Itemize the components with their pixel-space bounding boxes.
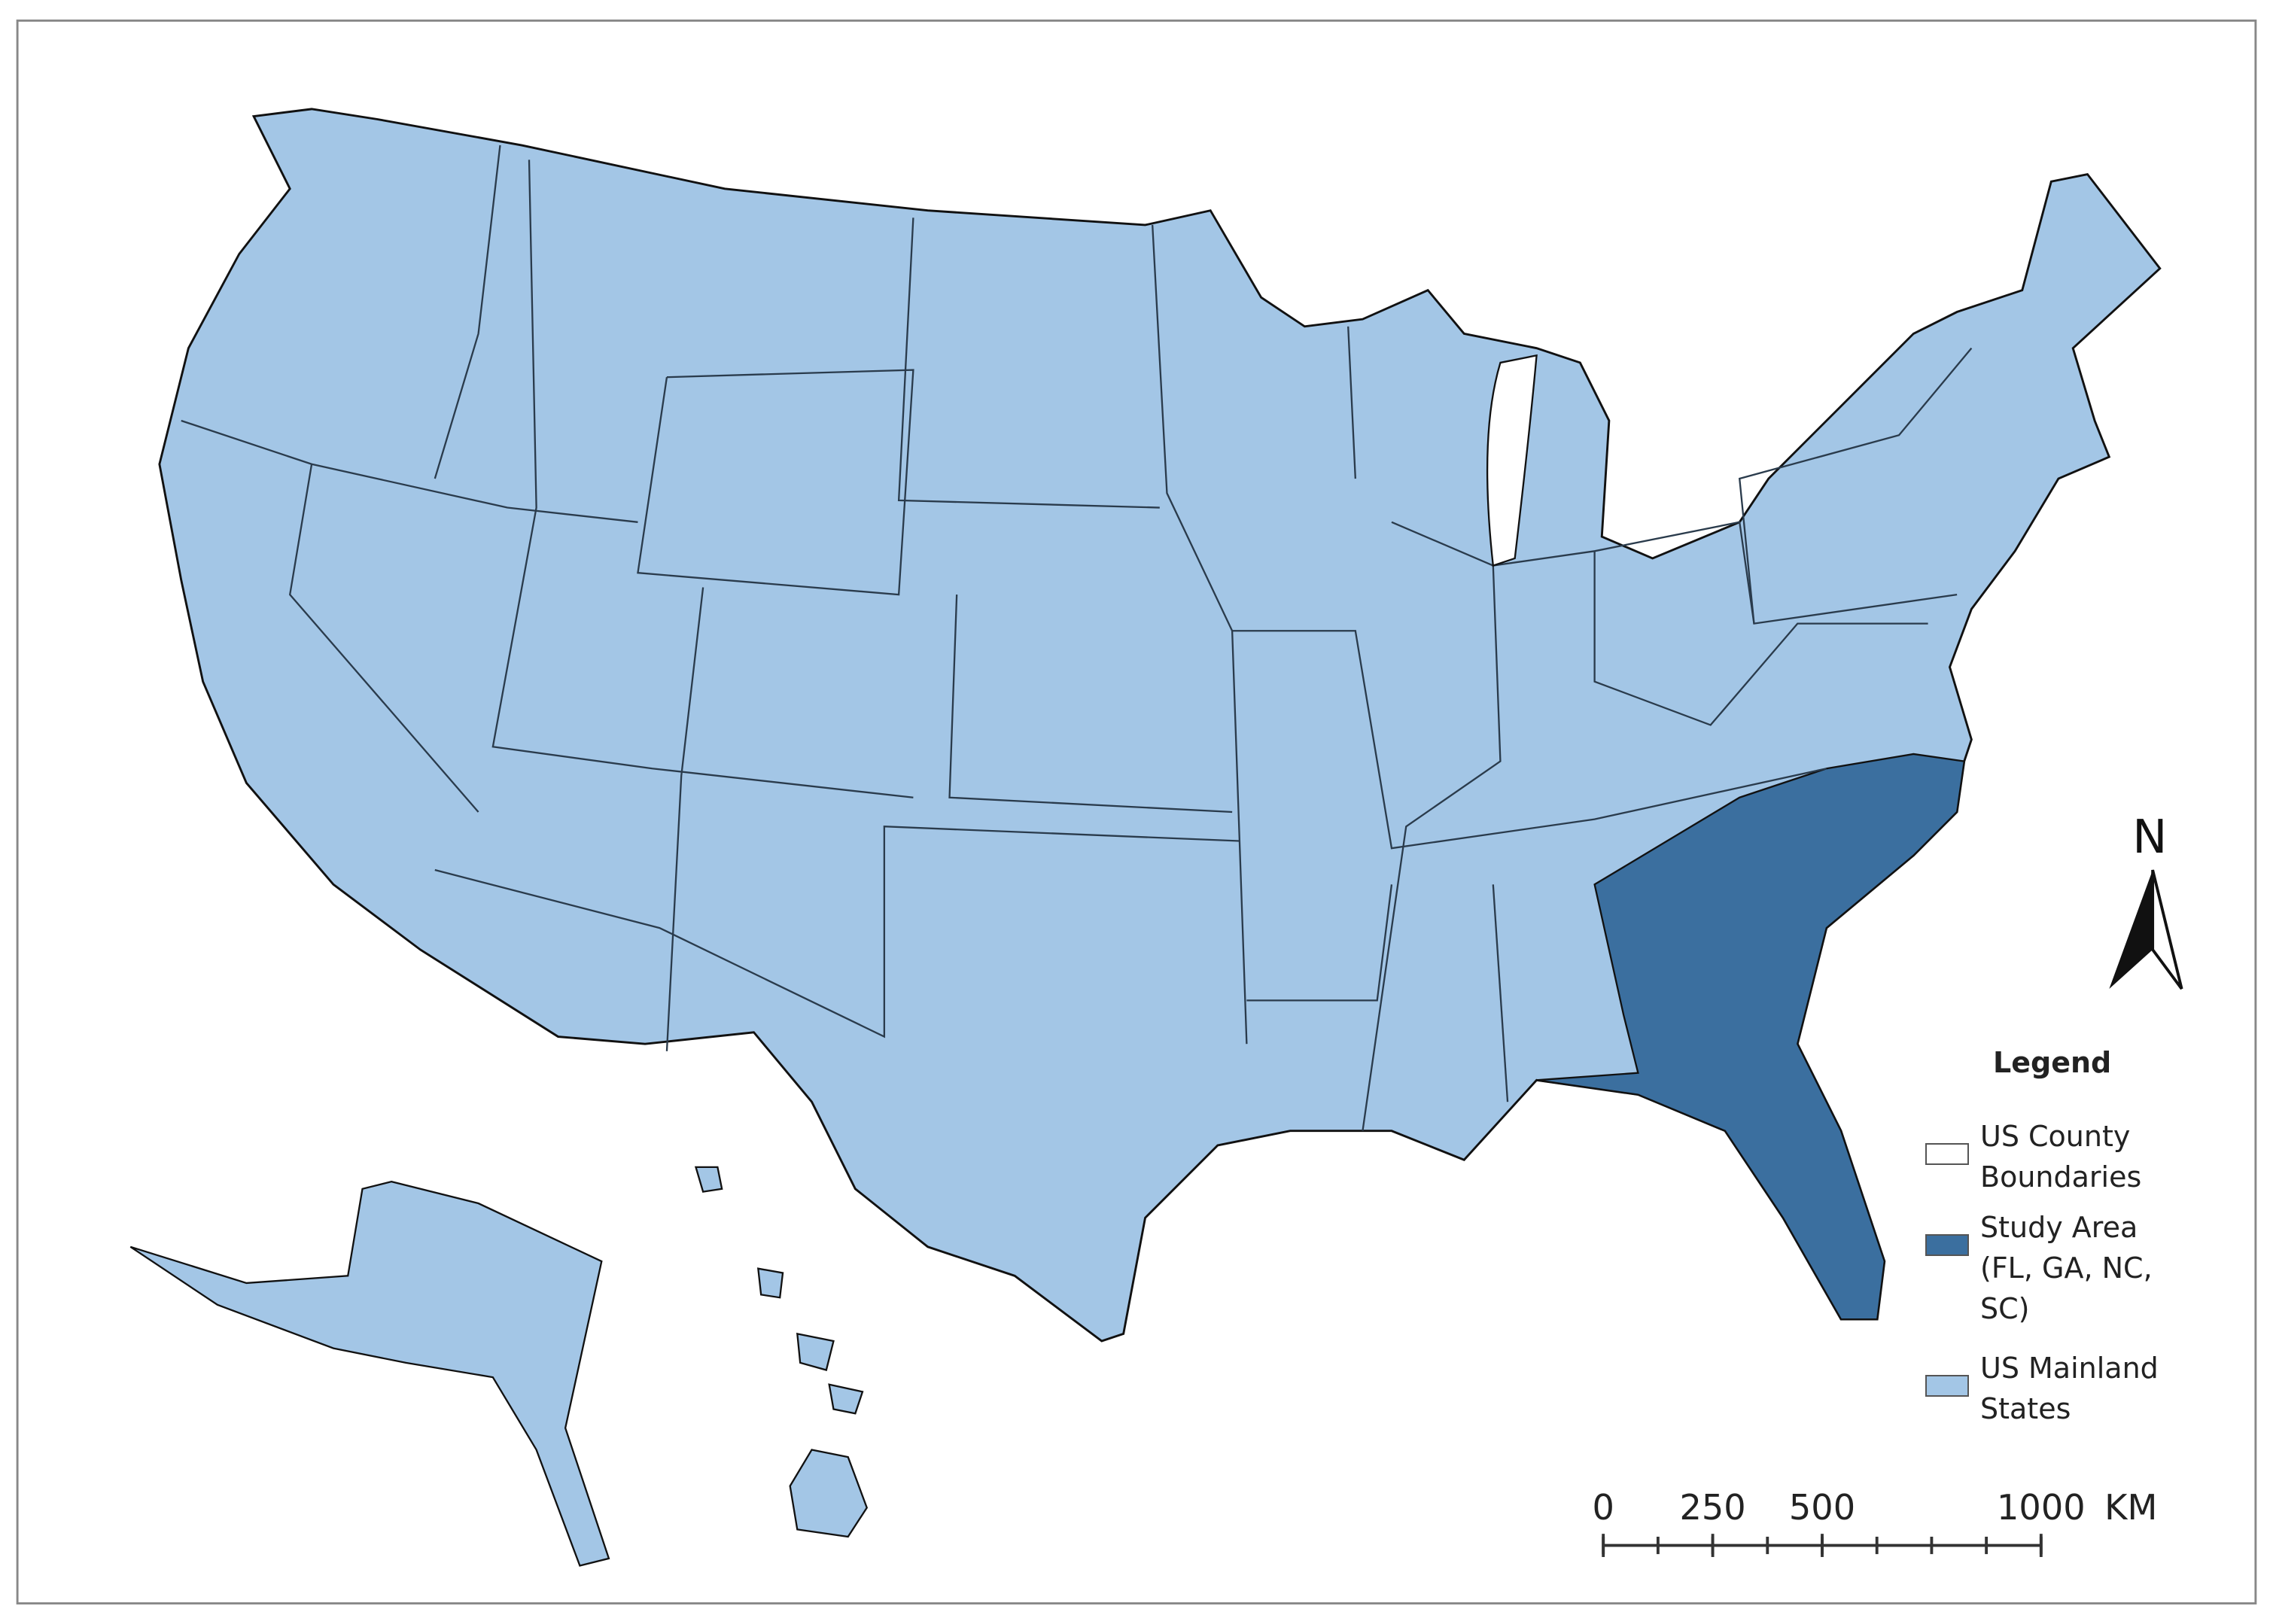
legend-title: Legend	[1993, 1046, 2112, 1079]
state-lines	[181, 144, 1973, 1131]
frame	[16, 19, 2257, 1605]
legend-label: US County Boundaries	[1980, 1120, 2142, 1194]
north-arrow: N	[2109, 810, 2183, 990]
scale-bar: 0 250 500 1000 KM	[1592, 1487, 2157, 1557]
scale-label: 500	[1789, 1487, 1855, 1528]
study-area	[1536, 753, 1966, 1321]
scale-label: 1000	[1997, 1487, 2086, 1528]
legend-label: Study Area (FL, GA, NC, SC)	[1980, 1211, 2153, 1325]
mainland	[158, 108, 2162, 1343]
legend-label: US Mainland States	[1980, 1352, 2159, 1425]
legend-swatch	[1925, 1234, 1969, 1256]
legend-swatch	[1925, 1143, 1969, 1165]
hawaii	[694, 1166, 869, 1538]
scale-label: 250	[1679, 1487, 1745, 1528]
lake-michigan	[1486, 354, 1538, 567]
scale-unit: KM	[2104, 1487, 2157, 1528]
legend-swatch	[1925, 1375, 1969, 1397]
alaska	[129, 1180, 610, 1567]
scale-label: 0	[1592, 1487, 1614, 1528]
north-label: N	[2132, 810, 2167, 864]
